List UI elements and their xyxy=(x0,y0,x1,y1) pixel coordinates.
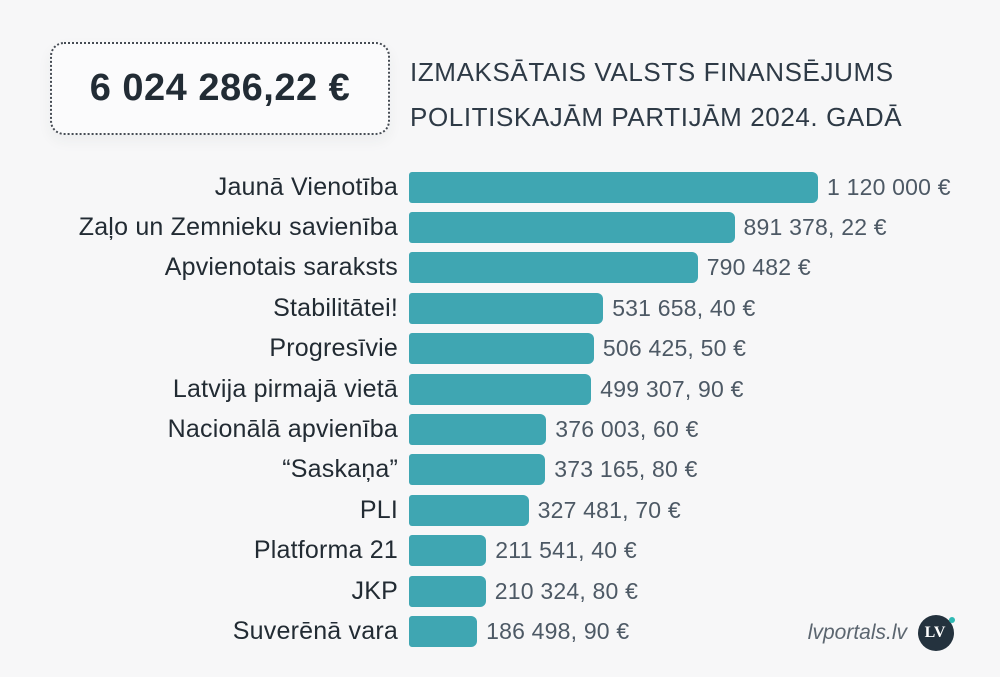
bar-area: 186 498, 90 € xyxy=(409,615,1000,647)
chart-row: “Saskaņa” 373 165, 80 € xyxy=(0,450,1000,490)
bar xyxy=(409,292,604,324)
chart-row: Suverēnā vara 186 498, 90 € xyxy=(0,611,1000,651)
chart-row: JKP 210 324, 80 € xyxy=(0,571,1000,611)
category-label: Latvija pirmajā vietā xyxy=(172,374,398,403)
bar xyxy=(409,373,592,405)
chart-title: IZMAKSĀTAIS VALSTS FINANSĒJUMS POLITISKA… xyxy=(410,50,902,140)
chart-row: Nacionālā apvienība 376 003, 60 € xyxy=(0,409,1000,449)
bar-area: 790 482 € xyxy=(409,252,1000,284)
value-label: 373 165, 80 € xyxy=(554,456,698,483)
value-label: 211 541, 40 € xyxy=(495,537,637,564)
bar-area: 327 481, 70 € xyxy=(409,494,1000,526)
category-label: Apvienotais saraksts xyxy=(164,253,398,282)
chart-row: Zaļo un Zemnieku savienība 891 378, 22 € xyxy=(0,207,1000,247)
value-label: 210 324, 80 € xyxy=(494,577,639,604)
bar xyxy=(409,252,698,284)
footer-brand: lvportals.lv LV xyxy=(807,615,955,651)
bar xyxy=(409,454,546,486)
bar xyxy=(409,212,735,244)
category-label: Platforma 21 xyxy=(253,536,398,565)
bar-area: 373 165, 80 € xyxy=(409,454,1000,486)
value-label: 186 498, 90 € xyxy=(486,617,630,644)
chart-title-line-1: IZMAKSĀTAIS VALSTS FINANSĒJUMS xyxy=(410,57,894,87)
chart-row: PLI 327 481, 70 € xyxy=(0,490,1000,530)
chart-row: Latvija pirmajā vietā 499 307, 90 € xyxy=(0,369,1000,409)
value-label: 1 120 000 € xyxy=(827,173,951,200)
bar-area: 499 307, 90 € xyxy=(409,373,1000,405)
chart-row: Progresīvie 506 425, 50 € xyxy=(0,329,1000,369)
total-amount-box: 6 024 286,22 € xyxy=(50,42,390,135)
category-label: Suverēnā vara xyxy=(232,616,398,645)
value-label: 506 425, 50 € xyxy=(602,335,747,362)
value-label: 891 378, 22 € xyxy=(743,214,887,241)
category-label: Nacionālā apvienība xyxy=(167,415,398,444)
chart-row: Platforma 21 211 541, 40 € xyxy=(0,531,1000,571)
bar xyxy=(409,333,594,365)
chart-row: Jaunā Vienotība 1 120 000 € xyxy=(0,167,1000,207)
bar xyxy=(409,575,486,607)
value-label: 531 658, 40 € xyxy=(612,294,756,321)
category-label: PLI xyxy=(359,495,398,524)
bar xyxy=(409,615,478,647)
category-label: Jaunā Vienotība xyxy=(214,172,398,201)
bar xyxy=(409,535,487,567)
value-label: 376 003, 60 € xyxy=(555,416,699,443)
bar-area: 891 378, 22 € xyxy=(409,212,1000,244)
chart-row: Stabilitātei! 531 658, 40 € xyxy=(0,288,1000,328)
category-label: JKP xyxy=(351,576,398,605)
category-label: Zaļo un Zemnieku savienība xyxy=(78,213,398,242)
bar xyxy=(409,414,547,446)
chart-row: Apvienotais saraksts 790 482 € xyxy=(0,248,1000,288)
bar-area: 1 120 000 € xyxy=(409,171,1000,203)
bar xyxy=(409,171,818,203)
bar-area: 376 003, 60 € xyxy=(409,414,1000,446)
total-amount-value: 6 024 286,22 € xyxy=(89,67,351,109)
value-label: 499 307, 90 € xyxy=(600,375,744,402)
bar-chart: Jaunā Vienotība 1 120 000 € Zaļo un Zemn… xyxy=(0,167,1000,652)
value-label: 327 481, 70 € xyxy=(537,496,681,523)
category-label: Progresīvie xyxy=(269,334,398,363)
bar-area: 210 324, 80 € xyxy=(409,575,1000,607)
bar-area: 211 541, 40 € xyxy=(409,535,1000,567)
category-label: Stabilitātei! xyxy=(273,293,398,322)
chart-title-line-2: POLITISKAJĀM PARTIJĀM 2024. GADĀ xyxy=(410,102,903,132)
lv-logo-dot-icon xyxy=(949,617,955,623)
bar xyxy=(409,494,529,526)
bar-area: 506 425, 50 € xyxy=(409,333,1000,365)
bar-area: 531 658, 40 € xyxy=(409,292,1000,324)
category-label: “Saskaņa” xyxy=(282,455,398,484)
value-label: 790 482 € xyxy=(706,254,811,281)
brand-text: lvportals.lv xyxy=(807,621,907,644)
lv-logo-initials: LV xyxy=(924,624,946,641)
lv-logo-icon: LV xyxy=(918,615,955,651)
bar-chart-rows: Jaunā Vienotība 1 120 000 € Zaļo un Zemn… xyxy=(0,167,1000,652)
